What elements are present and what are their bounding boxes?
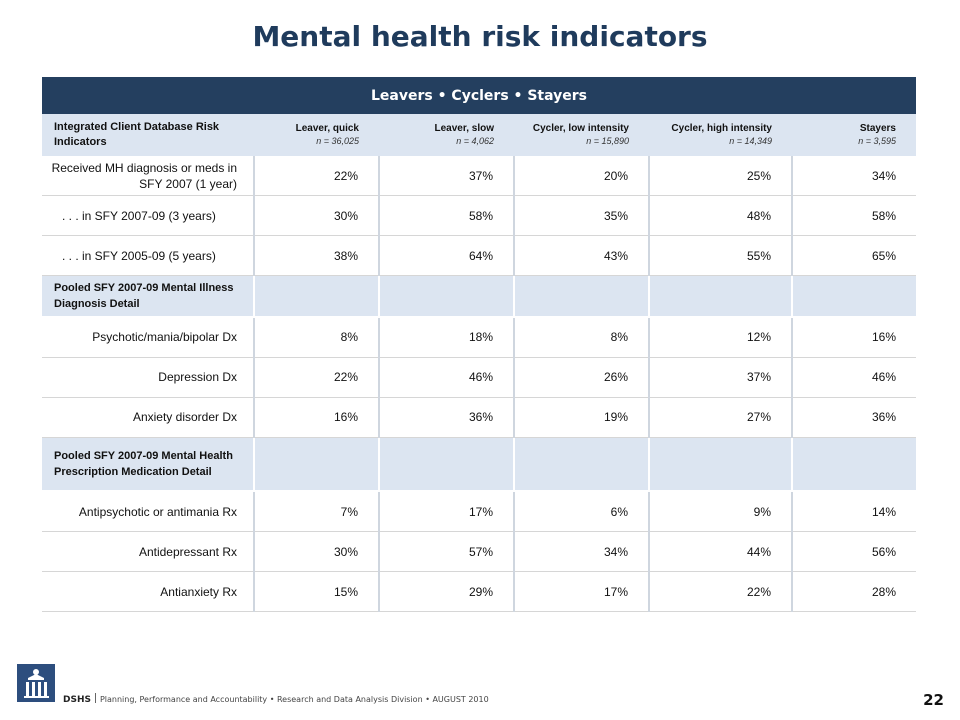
risk-indicators-table: Leavers • Cyclers • Stayers Integrated C… [42,77,916,612]
value-cell: 7% [254,491,380,532]
value-cell: 38% [254,235,380,276]
row-label: Antianxiety Rx [42,571,255,612]
value-cell: 64% [379,235,515,276]
value-cell: 12% [649,316,793,358]
value-cell: 36% [379,397,515,438]
value-cell: 28% [792,571,916,612]
table-row: Psychotic/mania/bipolar Dx 8% 18% 8% 12% 16% [42,316,916,358]
row-label: Antidepressant Rx [42,531,255,572]
value-cell: 35% [514,195,650,236]
section-empty-cell [379,275,515,318]
value-cell: 37% [379,156,515,196]
value-cell: 46% [379,357,515,398]
value-cell: 22% [254,156,380,196]
row-label: Psychotic/mania/bipolar Dx [42,316,255,358]
value-cell: 15% [254,571,380,612]
section-header-row: Pooled SFY 2007-09 Mental Illness Diagno… [42,275,916,318]
section-label: Pooled SFY 2007-09 Mental Health Prescri… [42,437,255,492]
footer-org: DSHS [63,695,91,705]
value-cell: 9% [649,491,793,532]
value-cell: 56% [792,531,916,572]
section-empty-cell [792,275,916,318]
value-cell: 20% [514,156,650,196]
table-row: Anxiety disorder Dx 16% 36% 19% 27% 36% [42,397,916,438]
value-cell: 36% [792,397,916,438]
value-cell: 22% [649,571,793,612]
page-title: Mental health risk indicators [252,20,708,53]
section-empty-cell [254,437,380,492]
value-cell: 16% [254,397,380,438]
value-cell: 37% [649,357,793,398]
value-cell: 44% [649,531,793,572]
row-label: Antipsychotic or antimania Rx [42,491,255,532]
section-empty-cell [379,437,515,492]
value-cell: 30% [254,195,380,236]
section-empty-cell [649,275,793,318]
table-row: . . . in SFY 2005-09 (5 years) 38% 64% 43% 5… [42,235,916,276]
group-band: Leavers • Cyclers • Stayers [42,77,916,114]
value-cell: 57% [379,531,515,572]
value-cell: 25% [649,156,793,196]
section-empty-cell [514,437,650,492]
footer: DSHS Planning, Performance and Accountabi… [63,693,489,705]
value-cell: 55% [649,235,793,276]
value-cell: 26% [514,357,650,398]
row-label: Anxiety disorder Dx [42,397,255,438]
value-cell: 58% [792,195,916,236]
section-empty-cell [792,437,916,492]
column-header: Stayers n = 3,595 [792,114,916,156]
value-cell: 16% [792,316,916,358]
row-label: Received MH diagnosis or meds in SFY 200… [42,156,255,196]
row-label: . . . in SFY 2007-09 (3 years) [42,195,255,236]
table-row: Depression Dx 22% 46% 26% 37% 46% [42,357,916,398]
column-header: Cycler, low intensity n = 15,890 [514,114,649,156]
value-cell: 34% [514,531,650,572]
section-empty-cell [649,437,793,492]
table-row: Antidepressant Rx 30% 57% 34% 44% 56% [42,531,916,572]
value-cell: 22% [254,357,380,398]
footer-text: Planning, Performance and Accountability… [99,695,489,704]
value-cell: 48% [649,195,793,236]
value-cell: 46% [792,357,916,398]
value-cell: 17% [514,571,650,612]
row-label: . . . in SFY 2005-09 (5 years) [42,235,255,276]
row-label: Depression Dx [42,357,255,398]
value-cell: 65% [792,235,916,276]
value-cell: 29% [379,571,515,612]
value-cell: 8% [254,316,380,358]
dshs-logo [17,664,55,702]
value-cell: 6% [514,491,650,532]
value-cell: 17% [379,491,515,532]
value-cell: 14% [792,491,916,532]
section-label: Pooled SFY 2007-09 Mental Illness Diagno… [42,275,255,318]
value-cell: 19% [514,397,650,438]
page-number: 22 [923,691,944,709]
table-row: Antianxiety Rx 15% 29% 17% 22% 28% [42,571,916,612]
column-header: Leaver, slow n = 4,062 [379,114,514,156]
value-cell: 30% [254,531,380,572]
section-header-row: Pooled SFY 2007-09 Mental Health Prescri… [42,437,916,492]
value-cell: 18% [379,316,515,358]
table-row: . . . in SFY 2007-09 (3 years) 30% 58% 35% 4… [42,195,916,236]
column-header: Cycler, high intensity n = 14,349 [649,114,792,156]
table-row: Antipsychotic or antimania Rx 7% 17% 6% 9% 14… [42,491,916,532]
section-empty-cell [514,275,650,318]
value-cell: 8% [514,316,650,358]
value-cell: 27% [649,397,793,438]
footer-divider [94,693,96,703]
table-row: Received MH diagnosis or meds in SFY 200… [42,156,916,196]
column-header-row: Integrated Client Database Risk Indicato… [42,114,916,156]
row-header-label: Integrated Client Database Risk Indicato… [42,114,254,156]
section-empty-cell [254,275,380,318]
value-cell: 43% [514,235,650,276]
column-header: Leaver, quick n = 36,025 [254,114,379,156]
value-cell: 58% [379,195,515,236]
value-cell: 34% [792,156,916,196]
